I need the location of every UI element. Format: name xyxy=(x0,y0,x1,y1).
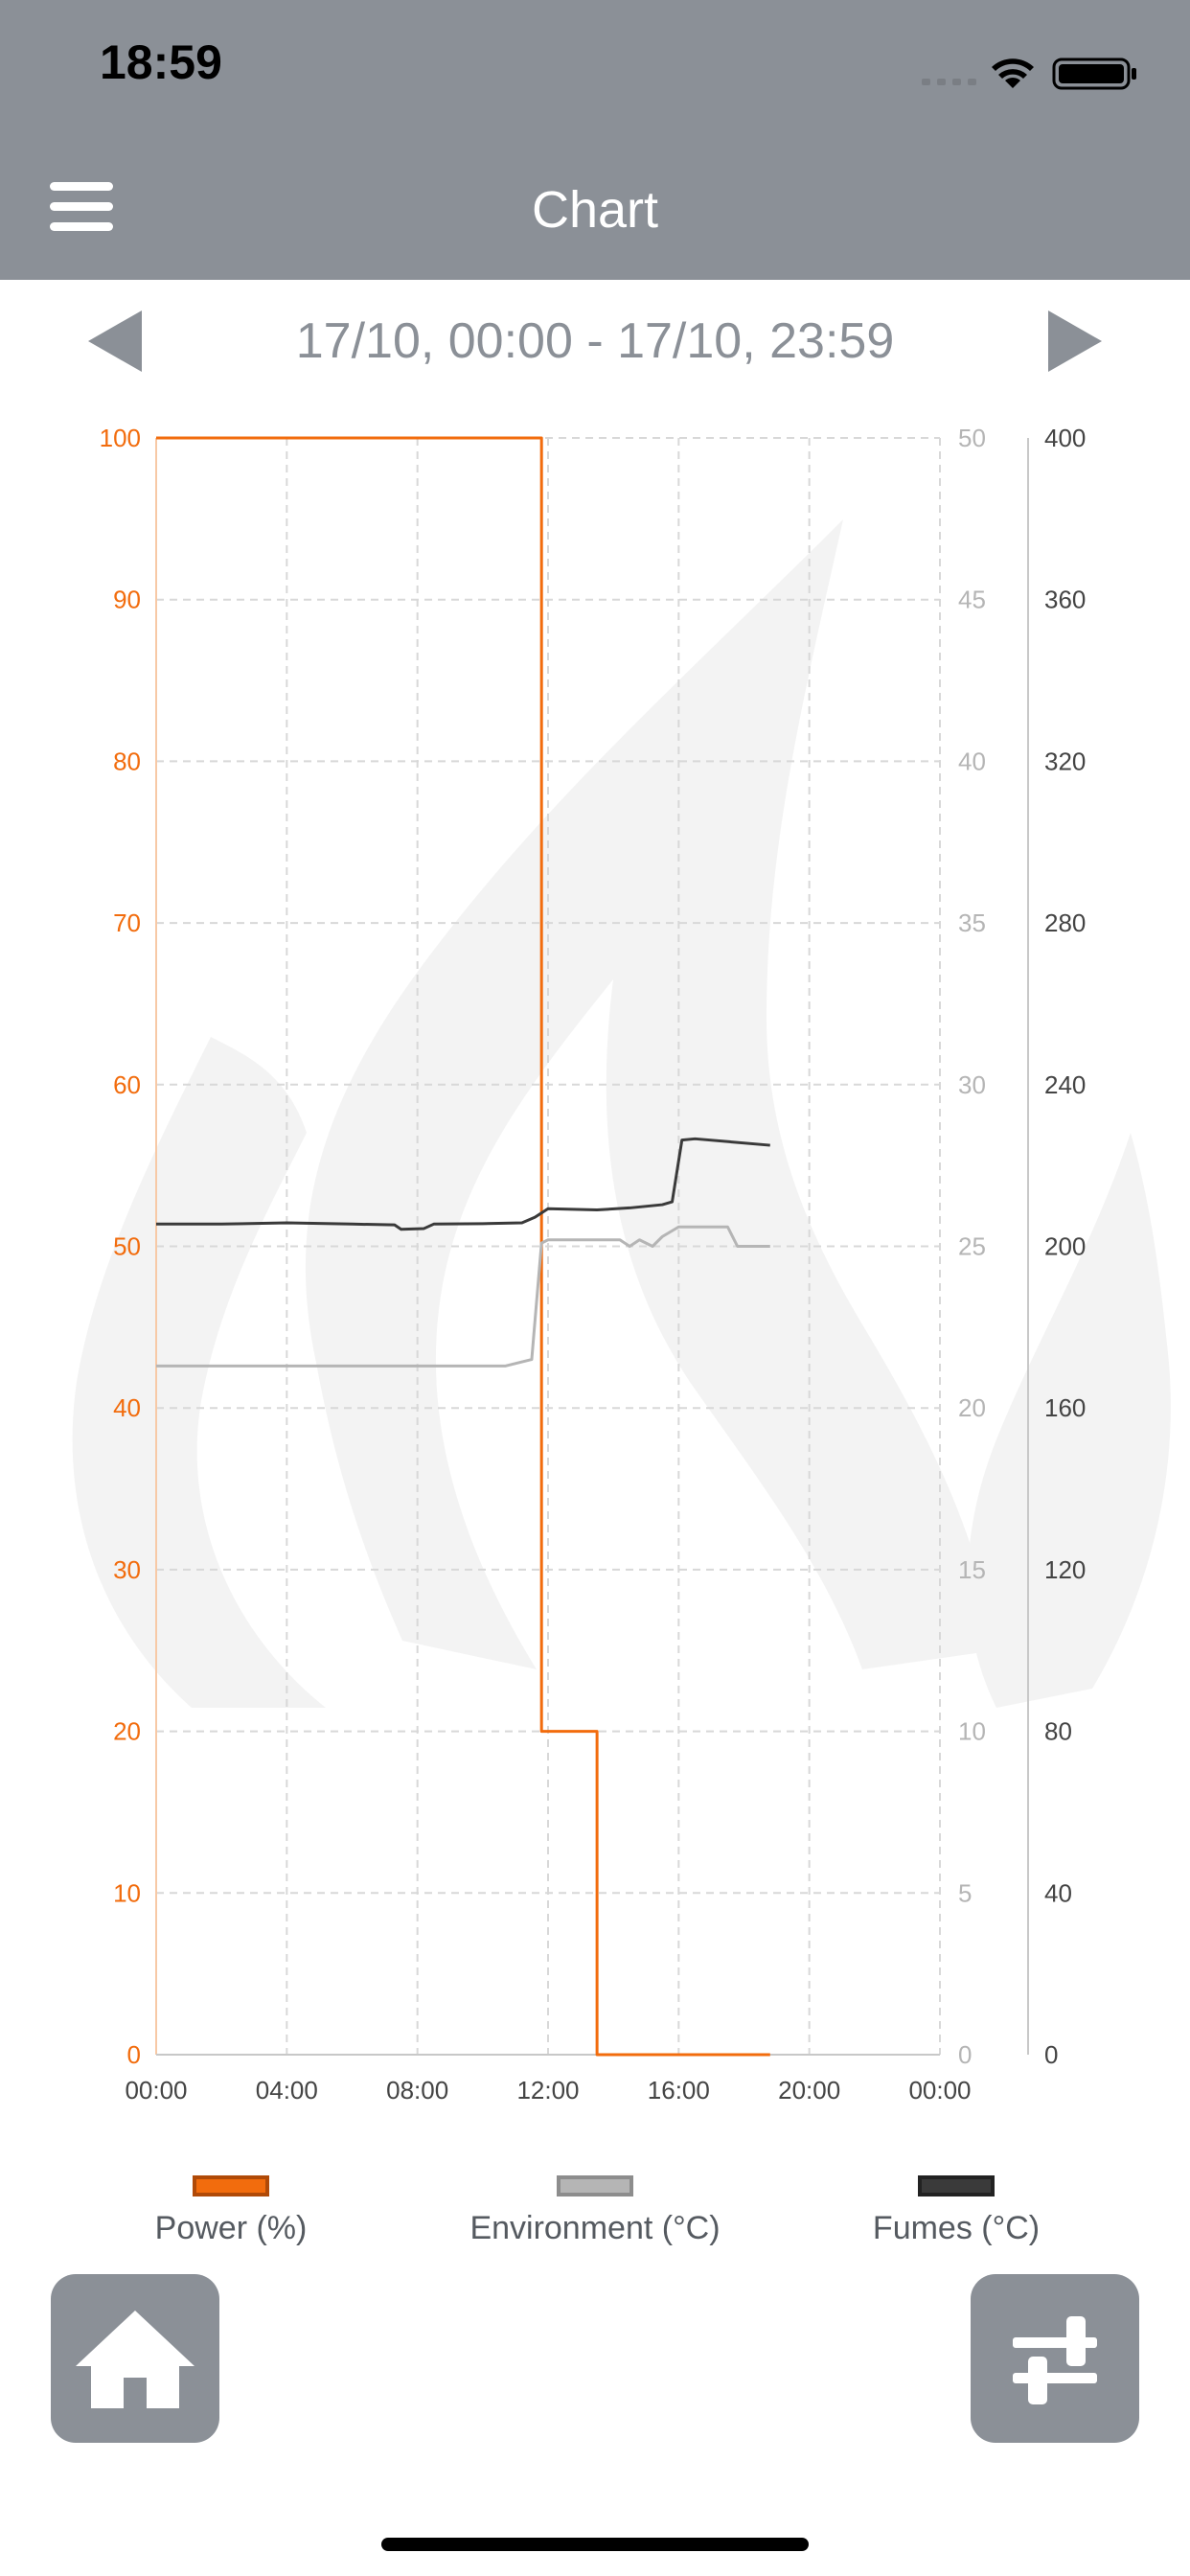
legend-power-label: Power (%) xyxy=(154,2210,308,2246)
x-tick-label: 04:00 xyxy=(256,2076,318,2104)
environment-tick-label: 25 xyxy=(958,1232,986,1261)
x-tick-label: 12:00 xyxy=(516,2076,579,2104)
fumes-tick-label: 120 xyxy=(1044,1555,1086,1584)
chart-ticks: 0 10 20 30 40 50 60 70 80 90 100 0 5 10 15 20 25 30 35 40 45… xyxy=(100,424,1087,2104)
fumes-tick-label: 320 xyxy=(1044,747,1086,775)
status-time: 18:59 xyxy=(100,35,222,89)
x-tick-label: 00:00 xyxy=(908,2076,971,2104)
environment-tick-label: 45 xyxy=(958,586,986,614)
environment-tick-label: 0 xyxy=(958,2040,972,2069)
signal-icon xyxy=(922,79,976,85)
settings-button[interactable] xyxy=(971,2274,1139,2443)
power-tick-label: 50 xyxy=(113,1232,141,1261)
power-tick-label: 0 xyxy=(127,2040,141,2069)
fumes-tick-label: 200 xyxy=(1044,1232,1086,1261)
sliders-icon xyxy=(1013,2316,1097,2404)
fumes-tick-label: 240 xyxy=(1044,1070,1086,1099)
power-tick-label: 70 xyxy=(113,908,141,937)
environment-tick-label: 15 xyxy=(958,1555,986,1584)
fumes-tick-label: 40 xyxy=(1044,1878,1072,1907)
chart-axes xyxy=(155,438,1029,2056)
fumes-tick-label: 280 xyxy=(1044,908,1086,937)
environment-tick-label: 20 xyxy=(958,1393,986,1422)
legend-environment-label: Environment (°C) xyxy=(469,2210,721,2246)
x-tick-label: 16:00 xyxy=(648,2076,710,2104)
chart-series xyxy=(156,436,770,2057)
environment-tick-label: 5 xyxy=(958,1878,972,1907)
legend-fumes-swatch xyxy=(918,2175,995,2196)
power-tick-label: 40 xyxy=(113,1393,141,1422)
environment-tick-label: 35 xyxy=(958,908,986,937)
x-tick-label: 20:00 xyxy=(778,2076,840,2104)
environment-series-line xyxy=(156,1225,770,1368)
nav-bar: Chart xyxy=(0,144,1190,280)
power-tick-label: 100 xyxy=(100,424,141,452)
page-title: Chart xyxy=(531,181,659,239)
hamburger-icon[interactable] xyxy=(50,182,113,234)
power-series-line xyxy=(156,436,770,2057)
environment-tick-label: 10 xyxy=(958,1717,986,1746)
legend-power-swatch xyxy=(193,2175,269,2196)
legend-fumes-label: Fumes (°C) xyxy=(872,2210,1041,2246)
chart-grid xyxy=(156,437,941,2056)
triangle-left-icon[interactable] xyxy=(88,310,142,372)
chart: 0 10 20 30 40 50 60 70 80 90 100 0 5 10 15 20 25 30 35 40 45… xyxy=(72,424,1171,2104)
fumes-tick-label: 0 xyxy=(1044,2040,1058,2069)
fumes-series-line xyxy=(156,1137,770,1231)
legend-environment: Environment (°C) xyxy=(437,2175,753,2247)
date-navigator: 17/10, 00:00 - 17/10, 23:59 xyxy=(0,280,1190,404)
power-tick-label: 20 xyxy=(113,1717,141,1746)
status-bar: 18:59 xyxy=(0,0,1190,144)
home-indicator xyxy=(381,2538,809,2551)
fumes-tick-label: 360 xyxy=(1044,586,1086,614)
power-tick-label: 80 xyxy=(113,747,141,775)
environment-tick-label: 50 xyxy=(958,424,986,452)
power-tick-label: 10 xyxy=(113,1878,141,1907)
x-tick-label: 08:00 xyxy=(386,2076,448,2104)
status-icons xyxy=(922,58,1136,90)
power-tick-label: 30 xyxy=(113,1555,141,1584)
flame-watermark xyxy=(72,519,1171,1708)
power-tick-label: 90 xyxy=(113,586,141,614)
legend-environment-swatch xyxy=(557,2175,633,2196)
triangle-right-icon[interactable] xyxy=(1048,310,1102,372)
fumes-tick-label: 80 xyxy=(1044,1717,1072,1746)
power-tick-label: 60 xyxy=(113,1070,141,1099)
wifi-icon xyxy=(992,58,1034,88)
home-button[interactable] xyxy=(51,2274,219,2443)
fumes-tick-label: 160 xyxy=(1044,1393,1086,1422)
home-icon xyxy=(76,2311,195,2408)
legend-power: Power (%) xyxy=(73,2175,389,2247)
environment-tick-label: 30 xyxy=(958,1070,986,1099)
legend-fumes: Fumes (°C) xyxy=(798,2175,1114,2247)
chart-legend: Power (%) Environment (°C) Fumes (°C) xyxy=(0,2175,1190,2271)
battery-icon xyxy=(1052,58,1136,90)
fumes-tick-label: 400 xyxy=(1044,424,1086,452)
x-tick-label: 00:00 xyxy=(125,2076,187,2104)
date-range-label: 17/10, 00:00 - 17/10, 23:59 xyxy=(295,313,895,369)
environment-tick-label: 40 xyxy=(958,747,986,775)
